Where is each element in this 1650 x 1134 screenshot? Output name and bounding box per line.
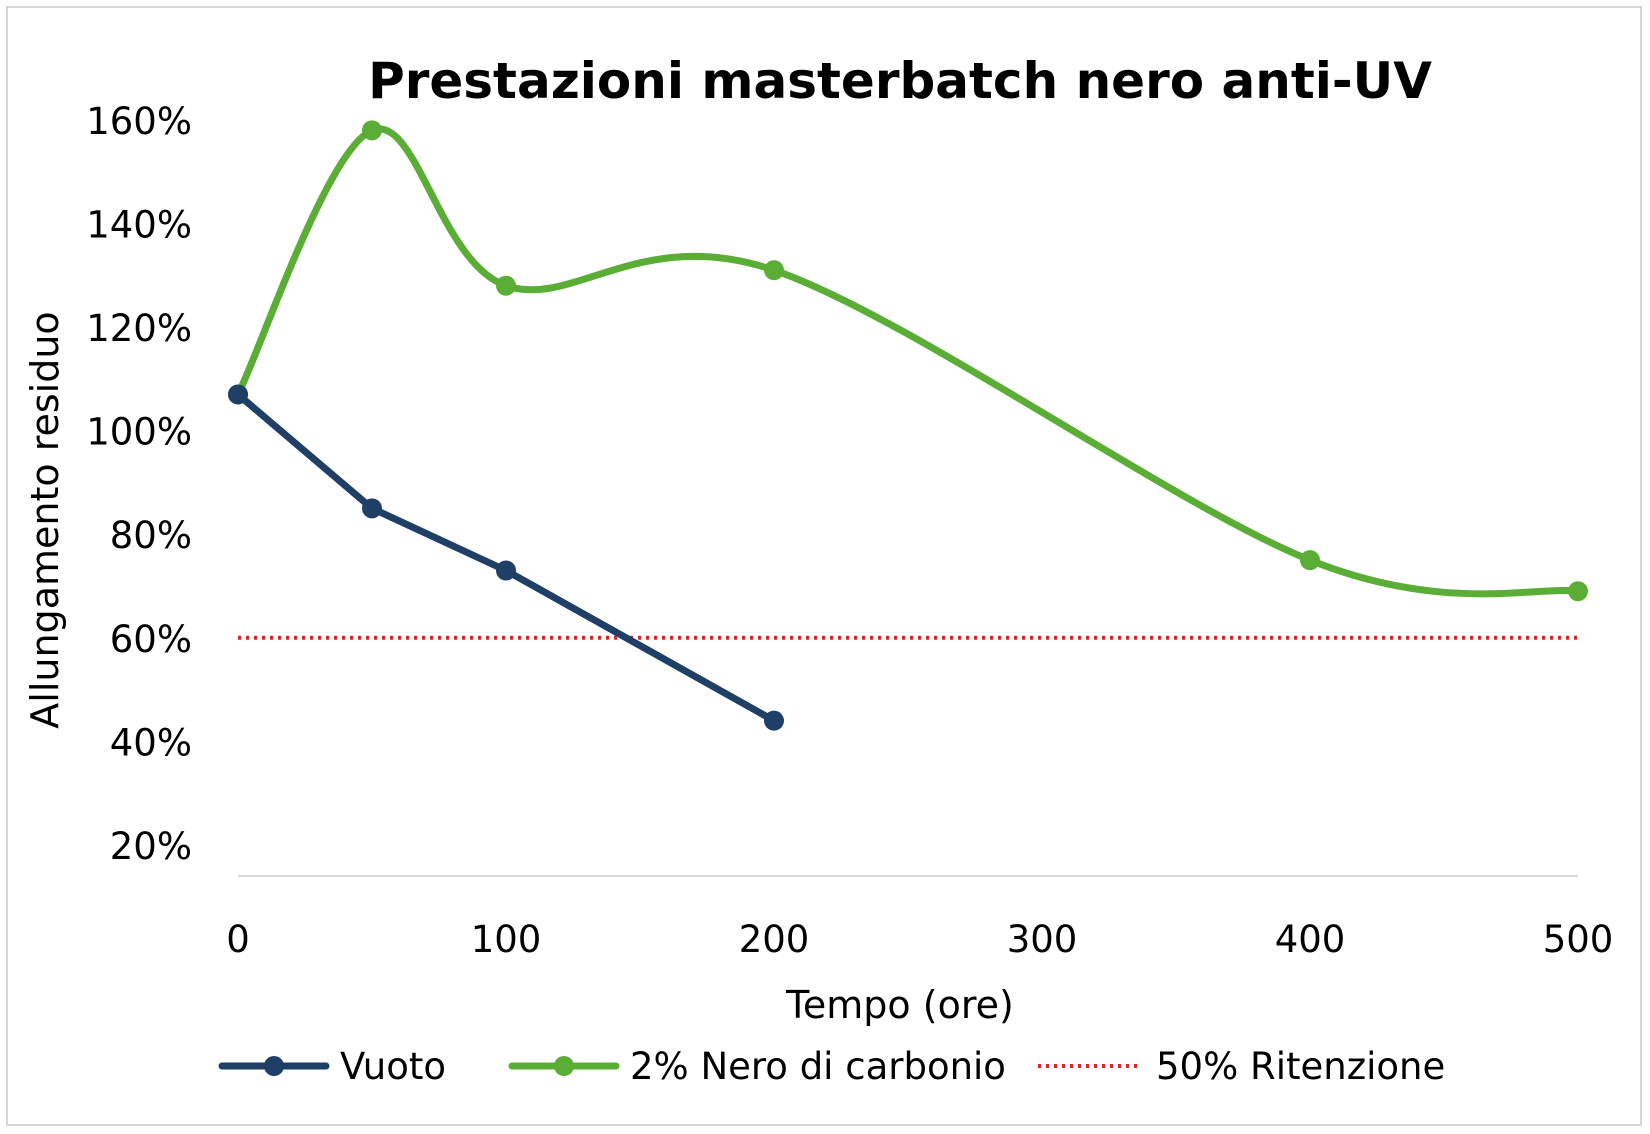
x-tick-label: 100 [471, 918, 542, 961]
legend-label-2-nero-di-carbonio: 2% Nero di carbonio [630, 1045, 1006, 1088]
x-tick-label: 0 [226, 918, 250, 961]
legend-label-vuoto: Vuoto [340, 1045, 446, 1088]
data-point-vuoto [362, 498, 382, 519]
data-point-vuoto [764, 710, 784, 731]
data-point-2-nero-di-carbonio [362, 120, 382, 141]
chart-frame [6, 6, 1642, 1126]
y-tick-label: 60% [110, 618, 192, 661]
y-tick-label: 140% [86, 204, 192, 247]
legend: Vuoto 2% Nero di carbonio 50% Ritenzione [218, 1045, 1445, 1088]
y-tick-label: 40% [110, 721, 192, 764]
chart-title: Prestazioni masterbatch nero anti-UV [368, 52, 1432, 110]
y-axis-ticks: 20% 40% 60% 80% 100% 120% 140% 160% [86, 100, 192, 868]
data-point-2-nero-di-carbonio [496, 275, 516, 296]
legend-label-50-ritenzione: 50% Ritenzione [1156, 1045, 1445, 1088]
x-tick-label: 200 [739, 918, 810, 961]
series-layer [228, 120, 1588, 731]
y-tick-label: 20% [110, 825, 192, 868]
data-point-vuoto [228, 384, 248, 405]
y-axis-title: Allungamento residuo [23, 311, 67, 728]
data-point-vuoto [496, 560, 516, 581]
series-line-2-nero-di-carbonio [234, 125, 1582, 598]
x-axis-ticks: 0 100 200 300 400 500 [226, 918, 1613, 961]
x-tick-label: 300 [1007, 918, 1078, 961]
series-line-vuoto [234, 390, 778, 725]
y-tick-label: 80% [110, 514, 192, 557]
data-point-2-nero-di-carbonio [1568, 581, 1588, 602]
legend-marker-vuoto [264, 1056, 284, 1076]
data-point-2-nero-di-carbonio [1300, 550, 1320, 571]
legend-marker-2-nero-di-carbonio [554, 1056, 574, 1076]
x-tick-label: 400 [1275, 918, 1346, 961]
y-tick-label: 100% [86, 411, 192, 454]
x-tick-label: 500 [1543, 918, 1614, 961]
y-tick-label: 120% [86, 307, 192, 350]
y-tick-label: 160% [86, 100, 192, 143]
data-point-2-nero-di-carbonio [764, 260, 784, 281]
x-axis-title: Tempo (ore) [785, 983, 1014, 1027]
